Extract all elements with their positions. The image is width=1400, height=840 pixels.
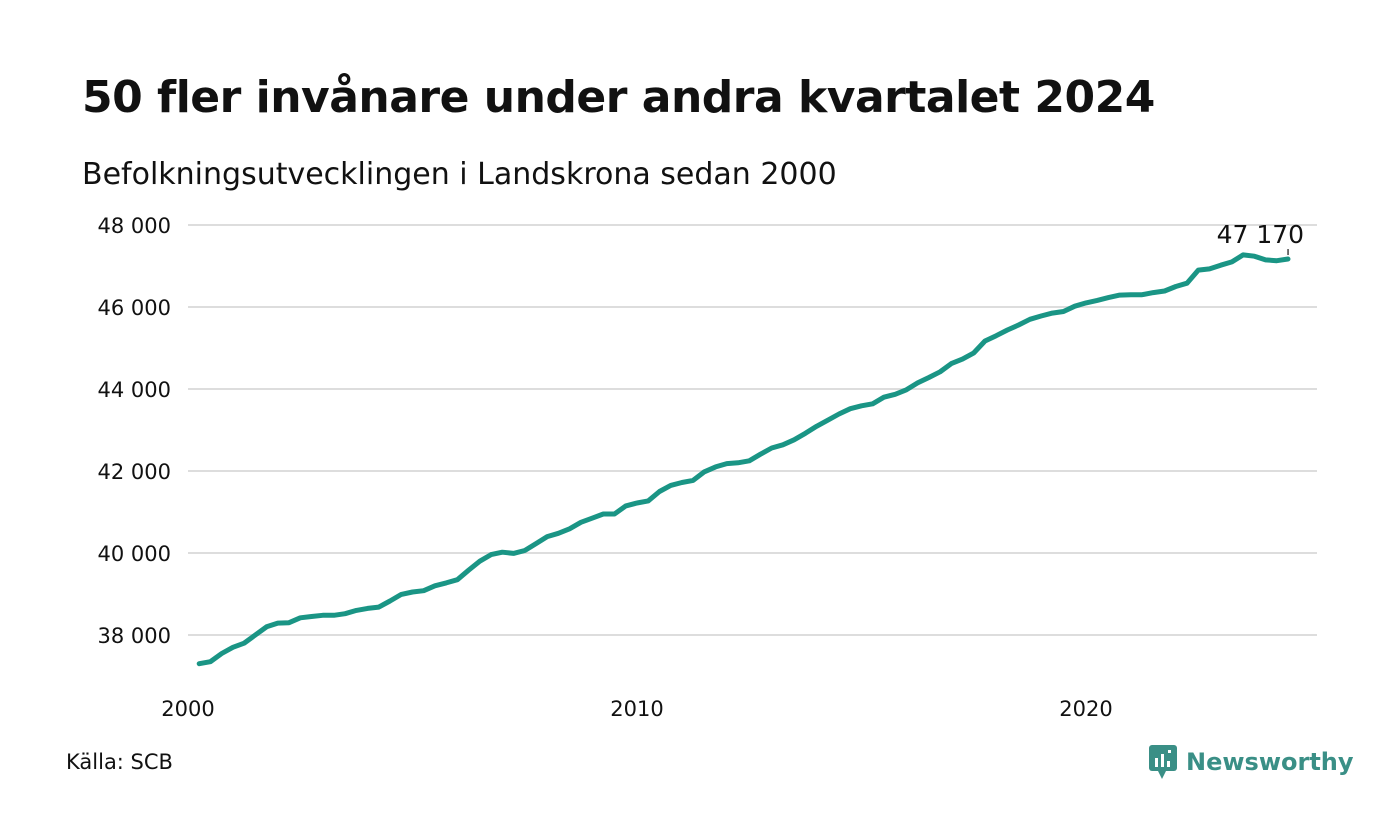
x-tick-label: 2020: [1059, 697, 1112, 721]
source-label: Källa: SCB: [66, 750, 173, 774]
grid-lines: [188, 224, 1317, 636]
brand-logo[interactable]: Newsworthy: [1148, 744, 1354, 780]
annotation-layer: 47 170: [1217, 220, 1304, 256]
series-layer: [196, 252, 1291, 667]
y-tick-label: 44 000: [98, 378, 171, 402]
x-axis-tick-labels: 2000 2010 2020: [161, 697, 1112, 721]
population-line: [196, 252, 1291, 667]
y-tick-label: 40 000: [98, 542, 171, 566]
y-tick-label: 46 000: [98, 296, 171, 320]
last-value-label: 47 170: [1217, 220, 1304, 249]
y-axis-tick-labels: 38 000 40 000 42 000 44 000 46 000 48 000: [98, 214, 171, 648]
y-tick-label: 48 000: [98, 214, 171, 238]
y-tick-label: 42 000: [98, 460, 171, 484]
brand-name: Newsworthy: [1186, 748, 1354, 776]
x-tick-label: 2010: [610, 697, 663, 721]
chart-title: 50 fler invånare under andra kvartalet 2…: [82, 72, 1155, 123]
newsworthy-logo-icon: [1149, 745, 1177, 779]
x-tick-label: 2000: [161, 697, 214, 721]
y-tick-label: 38 000: [98, 624, 171, 648]
chart-subtitle: Befolkningsutvecklingen i Landskrona sed…: [82, 157, 837, 192]
